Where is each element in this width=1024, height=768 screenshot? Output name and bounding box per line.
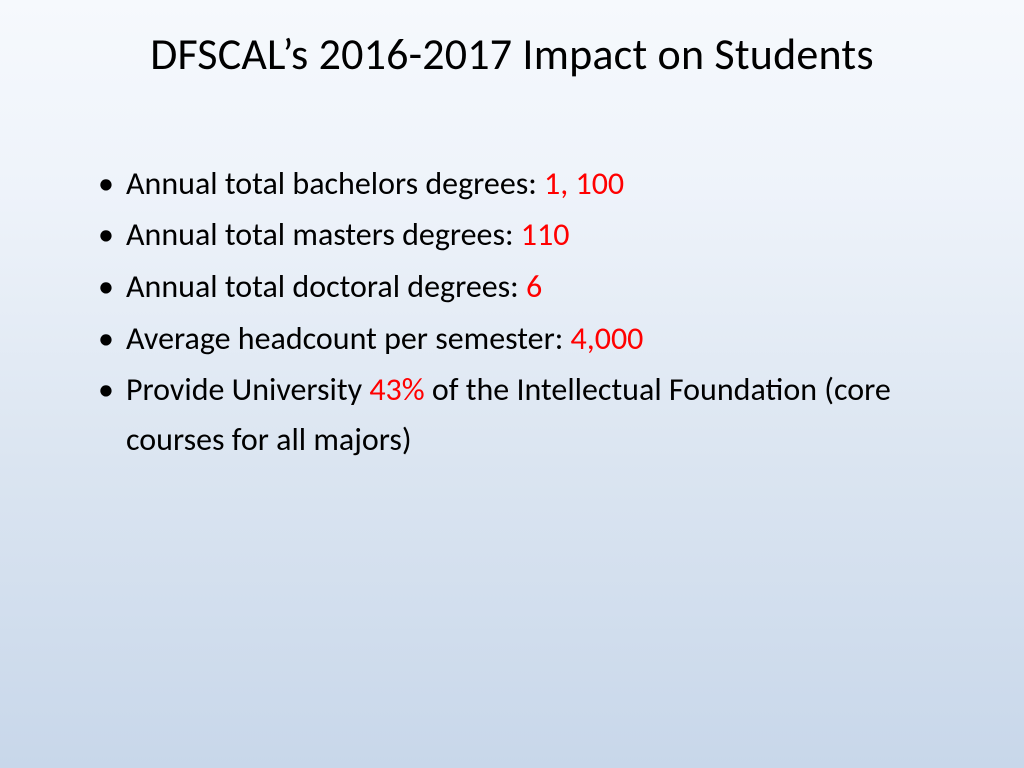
list-item: Annual total masters degrees: 110 [98, 210, 954, 260]
bullet-list: Annual total bachelors degrees: 1, 100 A… [70, 159, 954, 465]
bullet-value: 4,000 [571, 319, 644, 358]
list-item: Provide University 43% of the Intellectu… [98, 365, 954, 464]
bullet-value: 6 [526, 267, 542, 306]
bullet-value: 43% [369, 370, 424, 409]
slide-title: DFSCAL’s 2016-2017 Impact on Students [70, 28, 954, 81]
slide: DFSCAL’s 2016-2017 Impact on Students An… [0, 0, 1024, 768]
bullet-label: Annual total bachelors degrees: [126, 164, 544, 203]
list-item: Average headcount per semester: 4,000 [98, 314, 954, 364]
bullet-value: 110 [521, 215, 570, 254]
bullet-label: Average headcount per semester: [126, 319, 571, 358]
list-item: Annual total bachelors degrees: 1, 100 [98, 159, 954, 209]
bullet-value: 1, 100 [544, 164, 624, 203]
list-item: Annual total doctoral degrees: 6 [98, 262, 954, 312]
bullet-label: Annual total masters degrees: [126, 215, 521, 254]
bullet-label: Provide University [126, 370, 369, 409]
bullet-label: Annual total doctoral degrees: [126, 267, 526, 306]
